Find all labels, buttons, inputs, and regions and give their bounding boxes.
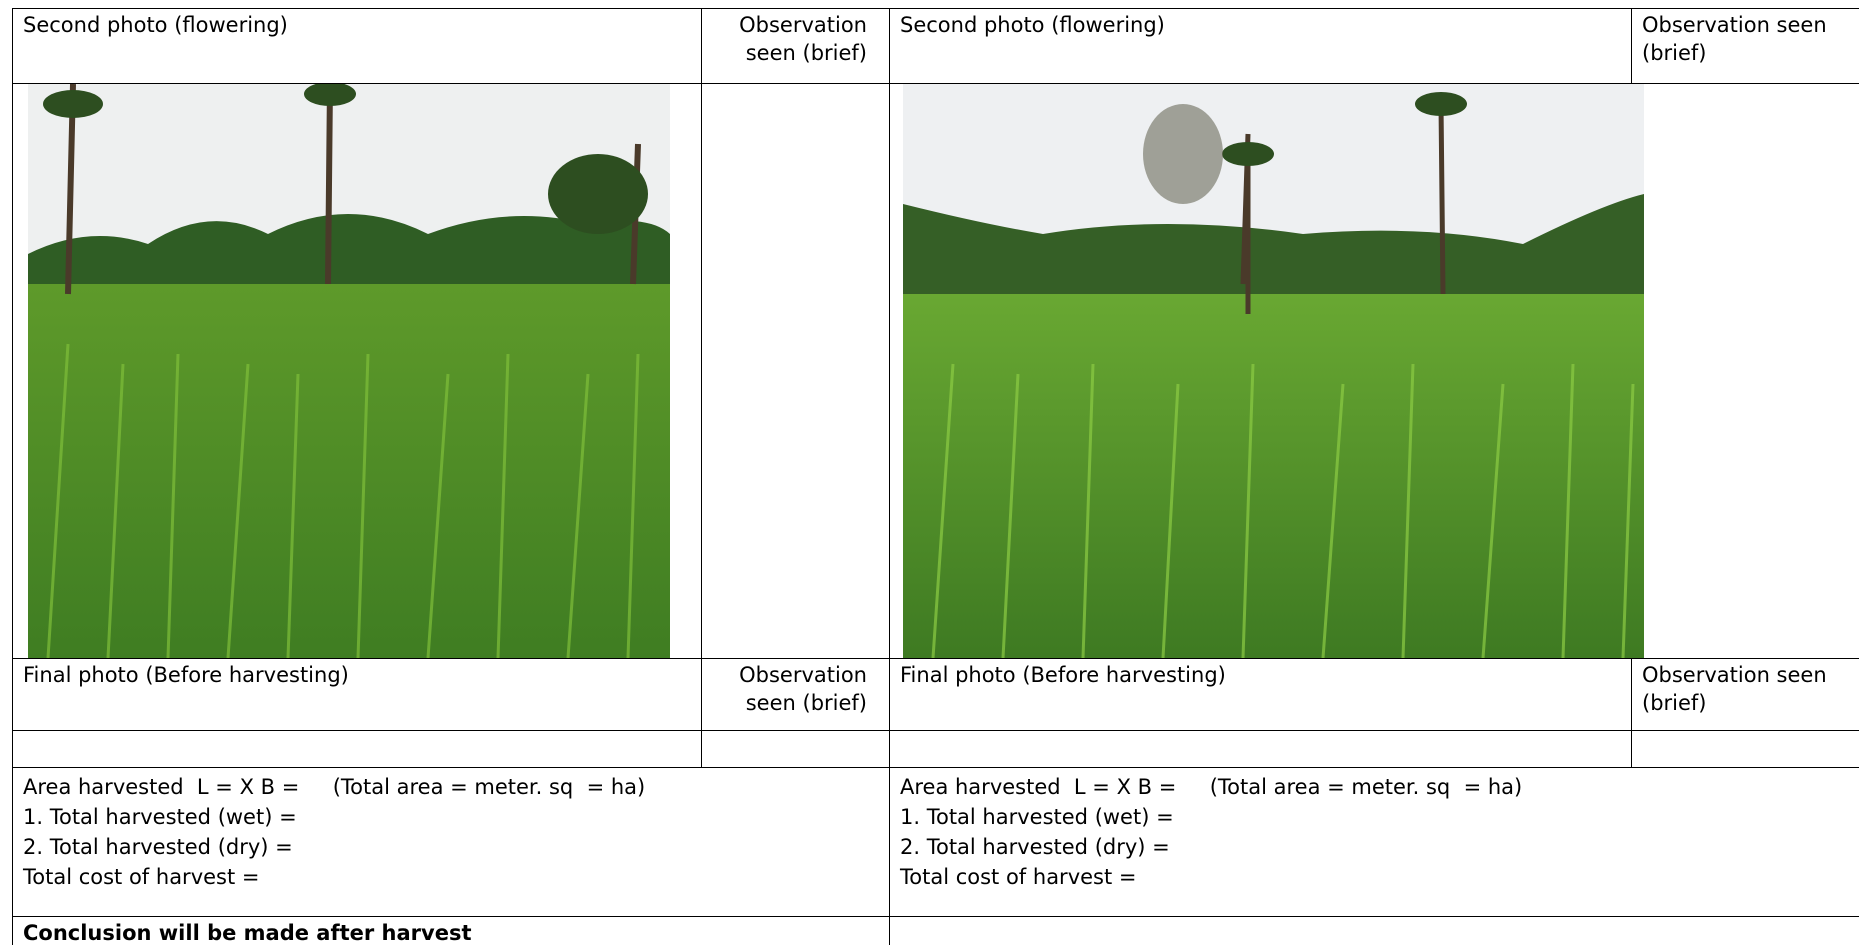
cell: Area harvested L = X B = (Total area = m…: [12, 767, 890, 917]
cell: [1631, 83, 1859, 659]
harvest-line: 1. Total harvested (wet) =: [23, 805, 297, 829]
header: Final photo (Before harvesting): [23, 663, 349, 687]
conclusion: Conclusion will be made after harvest: [23, 921, 472, 945]
header: Final photo (Before harvesting): [900, 663, 1226, 687]
cell: [889, 916, 1859, 945]
cell: [701, 730, 890, 768]
harvest-line: 2. Total harvested (dry) =: [900, 835, 1170, 859]
cell: Observation seen (brief): [1631, 8, 1859, 84]
cell: [701, 83, 890, 659]
header: Second photo (flowering): [900, 13, 1165, 37]
photo: [28, 84, 670, 658]
harvest-line: 2. Total harvested (dry) =: [23, 835, 293, 859]
cell: Second photo (flowering): [889, 8, 1632, 84]
header: Observation seen (brief): [1642, 663, 1827, 715]
cell: Second photo (flowering): [12, 8, 702, 84]
harvest-line: 1. Total harvested (wet) =: [900, 805, 1174, 829]
cell: Observation seen (brief): [1631, 658, 1859, 731]
harvest-line: Total cost of harvest =: [23, 865, 260, 889]
harvest-line: Area harvested L = X B = (Total area = m…: [23, 775, 646, 799]
header: Second photo (flowering): [23, 13, 288, 37]
cell: Conclusion will be made after harvest: [12, 916, 890, 945]
header: Observation seen (brief): [739, 663, 867, 715]
cell: [12, 730, 702, 768]
cell: Observation seen (brief): [701, 658, 890, 731]
header: Observation seen (brief): [1642, 13, 1827, 65]
header: Observation seen (brief): [739, 13, 867, 65]
cell: Final photo (Before harvesting): [889, 658, 1632, 731]
cell: Final photo (Before harvesting): [12, 658, 702, 731]
cell: Area harvested L = X B = (Total area = m…: [889, 767, 1859, 917]
harvest-line: Total cost of harvest =: [900, 865, 1137, 889]
photo: [903, 84, 1644, 658]
cell: [1631, 730, 1859, 768]
harvest-line: Area harvested L = X B = (Total area = m…: [900, 775, 1523, 799]
cell: [889, 730, 1632, 768]
cell: Observation seen (brief): [701, 8, 890, 84]
